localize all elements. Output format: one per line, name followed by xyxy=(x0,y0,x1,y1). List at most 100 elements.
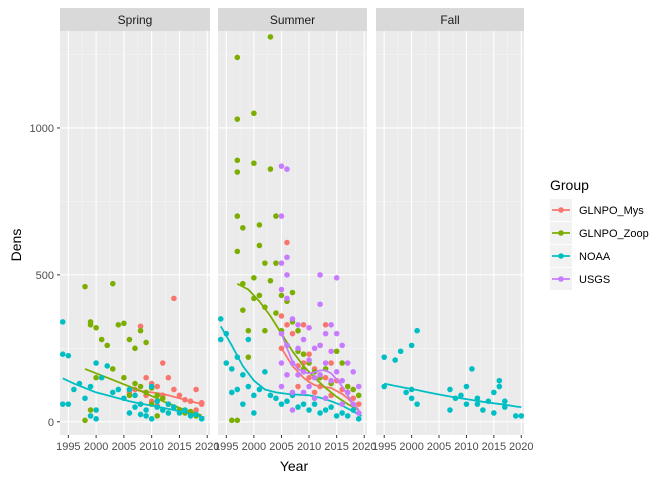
data-point xyxy=(300,389,307,396)
data-point xyxy=(284,371,290,378)
data-point xyxy=(132,404,138,410)
data-point xyxy=(132,345,138,352)
data-point xyxy=(300,322,307,328)
data-point xyxy=(311,395,318,402)
data-point xyxy=(344,383,351,390)
trend-line xyxy=(384,382,522,408)
data-point xyxy=(93,374,99,381)
data-point xyxy=(267,392,274,399)
data-point xyxy=(109,366,116,372)
data-point xyxy=(228,417,235,424)
data-point xyxy=(392,357,398,363)
data-point xyxy=(339,410,345,416)
data-point xyxy=(115,386,122,393)
legend-label: GLNPO_Zoop xyxy=(579,228,649,240)
strip-label: Spring xyxy=(118,13,153,27)
data-point xyxy=(262,369,268,375)
data-point xyxy=(333,275,340,281)
y-axis-title: Dens xyxy=(8,229,24,262)
data-point xyxy=(59,401,66,407)
data-point xyxy=(159,360,166,366)
data-point xyxy=(328,348,334,355)
data-point xyxy=(317,371,323,378)
data-point xyxy=(93,324,99,331)
data-point xyxy=(339,360,345,366)
legend-label: USGS xyxy=(579,274,610,286)
data-point xyxy=(251,410,257,416)
data-point xyxy=(350,386,357,393)
data-point xyxy=(278,383,285,390)
x-tick-label: 2000 xyxy=(399,441,423,453)
trend-line xyxy=(62,377,205,419)
data-point xyxy=(469,366,475,372)
legend-title: Group xyxy=(550,177,589,193)
data-point xyxy=(154,392,161,399)
data-point xyxy=(333,413,340,419)
legend-entry-usgs: USGS xyxy=(550,268,610,290)
data-point xyxy=(289,330,296,337)
data-point xyxy=(126,392,133,399)
data-point xyxy=(306,374,312,381)
data-point xyxy=(306,383,312,390)
legend-entry-noaa: NOAA xyxy=(550,245,611,267)
data-point xyxy=(295,404,301,410)
data-point xyxy=(165,401,172,407)
panel-background xyxy=(60,31,210,435)
data-point xyxy=(104,342,111,349)
x-tick-label: 2000 xyxy=(84,441,108,453)
data-point xyxy=(284,239,290,246)
data-point xyxy=(306,351,312,358)
x-tick-label: 2000 xyxy=(242,441,266,453)
data-point xyxy=(414,327,420,334)
x-tick-label: 1995 xyxy=(372,441,396,453)
data-point xyxy=(154,413,161,419)
data-point xyxy=(256,386,263,393)
data-point xyxy=(228,389,235,396)
data-point xyxy=(339,342,345,349)
panel-fall: Fall 1995 2000 2005 2010 2015 2020 xyxy=(372,8,534,453)
data-point xyxy=(273,213,279,219)
data-point xyxy=(322,395,329,402)
data-point xyxy=(311,345,318,352)
data-point xyxy=(408,342,415,349)
data-point xyxy=(333,330,340,337)
data-point xyxy=(71,386,77,393)
data-point xyxy=(217,316,224,322)
data-point xyxy=(217,336,224,343)
data-point xyxy=(496,383,503,390)
data-point xyxy=(98,374,105,381)
data-point xyxy=(148,416,155,422)
series-glnpo_zoop xyxy=(228,34,362,424)
legend-label: NOAA xyxy=(579,251,611,263)
x-tick-label: 1995 xyxy=(56,441,80,453)
x-tick-label: 2010 xyxy=(297,441,321,453)
data-point xyxy=(193,407,199,413)
series-noaa xyxy=(59,319,205,422)
data-point xyxy=(93,360,99,366)
data-point xyxy=(267,34,274,40)
data-point xyxy=(59,351,66,358)
data-point xyxy=(240,401,246,407)
data-point xyxy=(317,342,323,349)
data-point xyxy=(322,374,329,381)
x-tick-label: 2005 xyxy=(427,441,451,453)
data-point xyxy=(245,327,252,334)
data-point xyxy=(350,395,357,402)
x-tick-label: 2020 xyxy=(195,441,219,453)
data-point xyxy=(115,322,122,328)
data-point xyxy=(137,411,144,418)
y-axis: 0 500 1000 xyxy=(30,123,60,429)
data-point xyxy=(322,360,329,366)
data-point xyxy=(154,398,161,405)
data-point xyxy=(245,336,252,343)
data-point xyxy=(171,295,177,302)
data-point xyxy=(82,395,88,402)
data-point xyxy=(300,401,307,407)
data-point xyxy=(278,313,285,319)
data-point xyxy=(317,410,323,416)
data-point xyxy=(165,374,172,381)
data-point xyxy=(344,413,351,419)
x-tick-label: 2010 xyxy=(139,441,163,453)
